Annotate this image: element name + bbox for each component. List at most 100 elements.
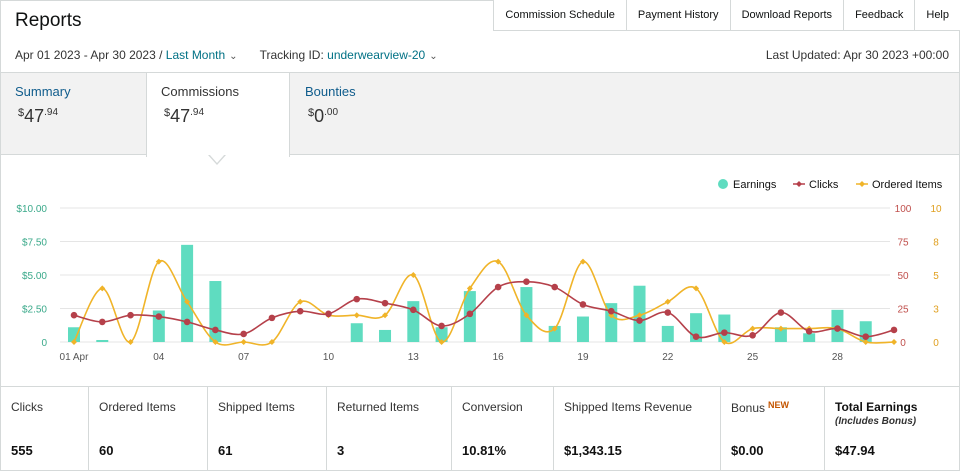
x-tick-label: 13 xyxy=(408,352,420,363)
ordered-items-point xyxy=(636,312,643,319)
clicks-point xyxy=(494,283,502,291)
y-left-tick-label: $2.50 xyxy=(22,305,47,316)
earnings-bar xyxy=(774,327,787,342)
earnings-bar xyxy=(96,339,109,342)
tab-commissions-label: Commissions xyxy=(161,84,240,99)
download-reports-button[interactable]: Download Reports xyxy=(730,0,845,30)
active-tab-pointer xyxy=(208,154,226,165)
legend-clicks-marker xyxy=(796,181,802,187)
tab-commissions[interactable]: Commissions $47.94 xyxy=(146,73,290,157)
y-right-ordered-tick-label: 10 xyxy=(930,204,942,215)
clicks-point xyxy=(325,310,332,318)
commission-schedule-button[interactable]: Commission Schedule xyxy=(494,0,627,30)
x-tick-label: 19 xyxy=(577,352,589,363)
ordered-items-point xyxy=(382,312,389,319)
tab-bounties-label: Bounties xyxy=(305,84,356,99)
y-right-ordered-tick-label: 3 xyxy=(933,305,939,316)
help-button[interactable]: Help xyxy=(915,0,960,30)
clicks-point xyxy=(890,326,898,334)
y-right-clicks-tick-label: 75 xyxy=(897,238,909,249)
new-badge: NEW xyxy=(768,400,790,410)
ordered-items-line xyxy=(73,260,895,346)
stat-value: 60 xyxy=(99,443,114,458)
y-right-clicks-tick-label: 0 xyxy=(900,338,906,349)
clicks-point xyxy=(862,333,870,340)
earnings-bar xyxy=(718,314,731,342)
stat-value: 10.81% xyxy=(462,443,507,458)
clicks-point xyxy=(579,301,587,308)
chevron-down-icon: ⌄ xyxy=(229,51,238,62)
stat-label: Total Earnings xyxy=(835,400,918,414)
stat-returned-items: Returned Items 3 xyxy=(327,387,452,471)
clicks-line xyxy=(73,280,895,339)
clicks-point xyxy=(212,326,219,334)
tracking-id-label: Tracking ID: xyxy=(259,48,324,62)
clicks-point xyxy=(607,307,615,315)
chevron-down-icon: ⌄ xyxy=(429,51,438,62)
ordered-items-point xyxy=(71,339,77,345)
ordered-items-point xyxy=(268,339,275,345)
payment-history-button[interactable]: Payment History xyxy=(626,0,731,30)
stat-label: Conversion xyxy=(462,400,523,414)
clicks-point xyxy=(381,299,389,307)
clicks-point xyxy=(70,311,78,319)
clicks-point xyxy=(805,327,813,335)
ordered-items-point xyxy=(240,339,247,345)
clicks-point xyxy=(834,325,841,332)
date-range: Apr 01 2023 - Apr 30 2023 xyxy=(15,48,156,62)
clicks-point xyxy=(155,313,163,320)
ordered-items-point xyxy=(495,258,502,265)
ordered-items-point xyxy=(693,285,700,292)
stat-shipped-revenue: Shipped Items Revenue $1,343.15 xyxy=(554,387,721,471)
summary-tabs: Summary $47.94 Commissions $47.94 Bounti… xyxy=(1,72,959,157)
y-left-tick-label: $5.00 xyxy=(22,271,47,282)
legend-earnings-icon xyxy=(718,179,728,189)
clicks-point xyxy=(664,309,672,316)
ordered-items-point xyxy=(777,325,784,332)
clicks-point xyxy=(127,311,134,319)
stat-value: $0.00 xyxy=(731,443,764,458)
earnings-bar xyxy=(661,325,674,342)
stat-value: $47.94 xyxy=(835,443,875,458)
tracking-id-dropdown[interactable]: underwearview-20 ⌄ xyxy=(327,48,437,62)
legend-clicks-label: Clicks xyxy=(809,179,839,191)
last-updated: Last Updated: Apr 30 2023 +00:00 xyxy=(765,48,949,62)
tab-summary[interactable]: Summary $47.94 xyxy=(1,73,146,155)
legend-ordered-items-label: Ordered Items xyxy=(872,179,943,191)
earnings-bar xyxy=(209,281,222,342)
tab-bounties-value: $0.00 xyxy=(308,106,339,126)
stat-value: 555 xyxy=(11,443,33,458)
stat-label: Ordered Items xyxy=(99,400,176,414)
ordered-items-point xyxy=(297,298,304,305)
stat-label: Returned Items xyxy=(337,400,420,414)
period-dropdown[interactable]: Last Month ⌄ xyxy=(166,48,238,62)
ordered-items-point xyxy=(721,339,728,345)
legend-earnings-label: Earnings xyxy=(733,179,777,191)
earnings-bar xyxy=(152,310,165,342)
ordered-items-point xyxy=(99,285,106,292)
stat-bonus: Bonus NEW $0.00 xyxy=(721,387,825,471)
ordered-items-point xyxy=(523,312,530,319)
clicks-point xyxy=(296,307,304,315)
feedback-button[interactable]: Feedback xyxy=(844,0,916,30)
ordered-items-point xyxy=(155,258,162,265)
x-tick-label: 16 xyxy=(493,352,505,363)
stat-label: Shipped Items xyxy=(218,400,295,414)
ordered-items-point xyxy=(212,339,219,345)
clicks-point xyxy=(438,322,445,330)
ordered-items-point xyxy=(184,298,191,305)
earnings-bar xyxy=(181,244,194,342)
clicks-point xyxy=(636,317,643,324)
ordered-items-point xyxy=(410,272,417,278)
clicks-point xyxy=(240,330,247,338)
earnings-bar xyxy=(803,333,816,342)
stat-ordered-items: Ordered Items 60 xyxy=(89,387,208,471)
x-tick-label: 25 xyxy=(747,352,759,363)
earnings-chart: $10.00 100 10 $7.50 75 8 $5.00 50 5 $2.50 25 3 0 0 0 01… xyxy=(16,179,943,363)
tab-bounties[interactable]: Bounties $0.00 xyxy=(291,73,436,155)
clicks-point xyxy=(268,314,276,322)
clicks-point xyxy=(466,310,474,318)
y-right-clicks-tick-label: 50 xyxy=(897,271,909,282)
clicks-point xyxy=(523,278,530,285)
ordered-items-point xyxy=(862,339,869,345)
